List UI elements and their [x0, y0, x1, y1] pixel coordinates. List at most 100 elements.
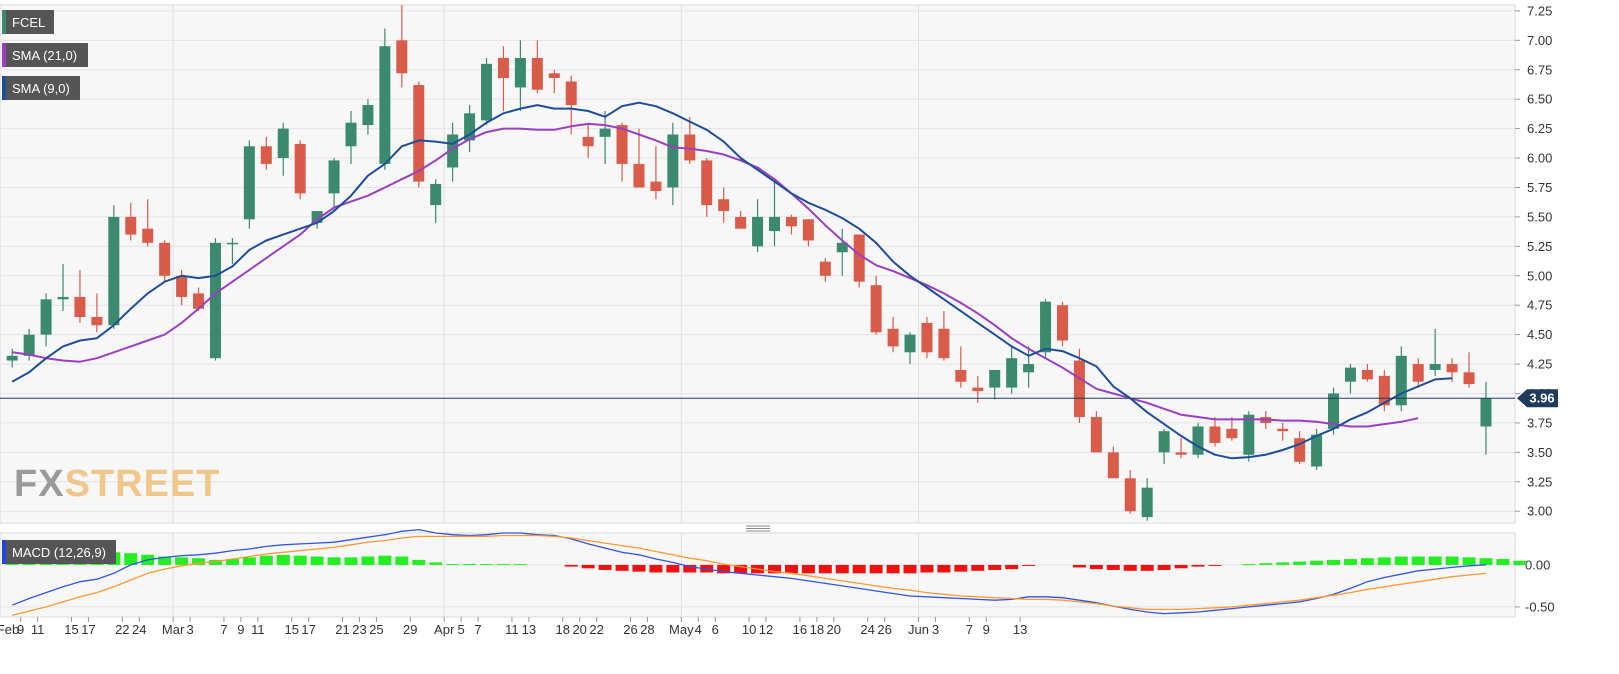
candle-body[interactable]: [91, 316, 103, 326]
candle-body[interactable]: [328, 160, 340, 194]
candle-body[interactable]: [1124, 478, 1136, 512]
candle-body[interactable]: [23, 334, 35, 356]
price-panel: [0, 4, 1516, 524]
candle-body[interactable]: [1412, 364, 1424, 382]
candle-body[interactable]: [108, 216, 120, 326]
candle-body[interactable]: [785, 216, 797, 227]
candle-body[interactable]: [1107, 452, 1119, 479]
candle-body[interactable]: [1429, 364, 1441, 370]
macd-histogram-bar: [1174, 564, 1188, 569]
candle-body[interactable]: [1344, 367, 1356, 382]
candle-body[interactable]: [735, 216, 747, 229]
candle-body[interactable]: [226, 242, 238, 245]
candle-body[interactable]: [311, 211, 323, 223]
candle-body[interactable]: [853, 234, 865, 282]
legend-fcel-box[interactable]: [2, 10, 54, 34]
candle-body[interactable]: [769, 216, 780, 232]
candle-body[interactable]: [193, 293, 205, 309]
candle-body[interactable]: [159, 242, 171, 276]
candle-body[interactable]: [548, 73, 560, 78]
candle-body[interactable]: [6, 355, 18, 361]
candle-body[interactable]: [531, 57, 543, 90]
candle-body[interactable]: [904, 334, 916, 353]
candle-body[interactable]: [989, 369, 1001, 388]
candle-body[interactable]: [667, 134, 679, 188]
candle-body[interactable]: [616, 125, 628, 164]
candle-body[interactable]: [1040, 301, 1052, 353]
candle-body[interactable]: [599, 128, 611, 137]
candle-body[interactable]: [379, 46, 391, 164]
candle-body[interactable]: [1175, 452, 1187, 455]
candle-body[interactable]: [1463, 372, 1475, 385]
candle-body[interactable]: [718, 199, 730, 212]
candle-body[interactable]: [1141, 487, 1153, 518]
candle-body[interactable]: [819, 261, 831, 276]
macd-histogram-bar: [293, 555, 307, 565]
legend-sma-21-box[interactable]: [2, 43, 88, 67]
candle-body[interactable]: [565, 81, 577, 106]
candle-body[interactable]: [430, 183, 442, 206]
candle-body[interactable]: [836, 242, 848, 253]
candle-body[interactable]: [74, 296, 86, 317]
candle-body[interactable]: [921, 322, 933, 353]
candle-body[interactable]: [362, 105, 374, 126]
candle-body[interactable]: [582, 136, 594, 147]
candle-body[interactable]: [142, 228, 154, 243]
candle-body[interactable]: [497, 57, 509, 78]
legend-sma-9-box[interactable]: [2, 76, 80, 100]
candle-body[interactable]: [260, 146, 272, 164]
candle-body[interactable]: [650, 181, 662, 192]
candle-body[interactable]: [1023, 364, 1035, 373]
x-tick-label: 24: [860, 622, 874, 637]
candle-body[interactable]: [176, 275, 188, 297]
candle-body[interactable]: [1243, 414, 1255, 455]
legend-macd-box[interactable]: [2, 540, 116, 564]
candle-body[interactable]: [125, 216, 137, 235]
candle-body[interactable]: [1480, 398, 1492, 427]
macd-histogram-bar: [1411, 556, 1425, 565]
candle-body[interactable]: [1277, 428, 1289, 432]
candle-body[interactable]: [277, 128, 289, 159]
candle-body[interactable]: [1446, 364, 1458, 373]
candle-body[interactable]: [938, 328, 950, 359]
candle-body[interactable]: [633, 163, 645, 188]
candle-body[interactable]: [1226, 428, 1238, 439]
candle-body[interactable]: [1006, 358, 1018, 388]
candle-body[interactable]: [752, 216, 764, 247]
candle-body[interactable]: [396, 40, 408, 74]
y-tick-label: 3.75: [1527, 415, 1552, 430]
candle-body[interactable]: [1294, 438, 1306, 462]
candle-body[interactable]: [1209, 426, 1221, 443]
candle-body[interactable]: [209, 242, 221, 359]
candle-body[interactable]: [972, 387, 984, 392]
macd-histogram-bar: [717, 564, 731, 574]
candle-body[interactable]: [345, 122, 357, 147]
candle-body[interactable]: [243, 146, 255, 220]
candle-body[interactable]: [684, 134, 696, 161]
candle-body[interactable]: [802, 219, 814, 241]
candle-body[interactable]: [1395, 355, 1407, 406]
candle-body[interactable]: [464, 113, 476, 141]
candle-body[interactable]: [447, 134, 459, 168]
candle-body[interactable]: [481, 63, 493, 121]
candle-body[interactable]: [1158, 431, 1170, 453]
candle-body[interactable]: [1090, 417, 1102, 453]
candle-body[interactable]: [1311, 434, 1323, 467]
candle-body[interactable]: [870, 285, 882, 333]
candle-body[interactable]: [1056, 305, 1068, 341]
x-tick-label: 9: [983, 622, 990, 637]
candle-body[interactable]: [1378, 375, 1390, 406]
candle-body[interactable]: [701, 160, 713, 206]
candle-body[interactable]: [294, 143, 306, 194]
candle-body[interactable]: [887, 328, 899, 347]
candle-body[interactable]: [57, 296, 69, 300]
macd-histogram-bar: [1140, 564, 1154, 571]
candle-body[interactable]: [1073, 360, 1085, 418]
candle-body[interactable]: [40, 299, 52, 335]
candle-body[interactable]: [955, 369, 967, 382]
candle-body[interactable]: [1328, 393, 1340, 429]
candle-body[interactable]: [514, 57, 526, 88]
candle-body[interactable]: [1192, 426, 1204, 455]
candle-body[interactable]: [413, 85, 425, 182]
candle-body[interactable]: [1361, 369, 1373, 380]
